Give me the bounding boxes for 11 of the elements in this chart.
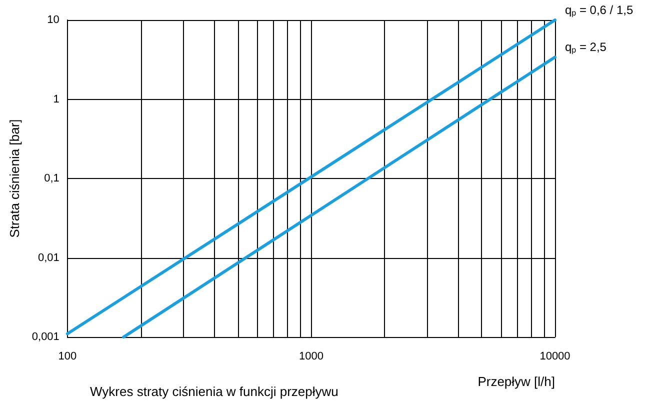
x-tick-label: 10000 — [540, 350, 570, 362]
x-tick-label: 100 — [58, 350, 77, 362]
y-tick-label: 10 — [47, 14, 60, 26]
y-tick-label: 0,1 — [44, 172, 60, 184]
y-tick-label: 0,001 — [32, 331, 60, 343]
x-tick-label: 1000 — [298, 350, 324, 362]
text: Wykres straty ciśnienia w funkcji przepływu — [90, 384, 338, 399]
y-axis-title: Strata ciśnienia [bar] — [7, 119, 22, 238]
y-tick-label: 1 — [53, 93, 60, 106]
y-tick-label: 0,01 — [38, 252, 60, 264]
x-axis-title: Przepływ [l/h] — [478, 374, 555, 389]
